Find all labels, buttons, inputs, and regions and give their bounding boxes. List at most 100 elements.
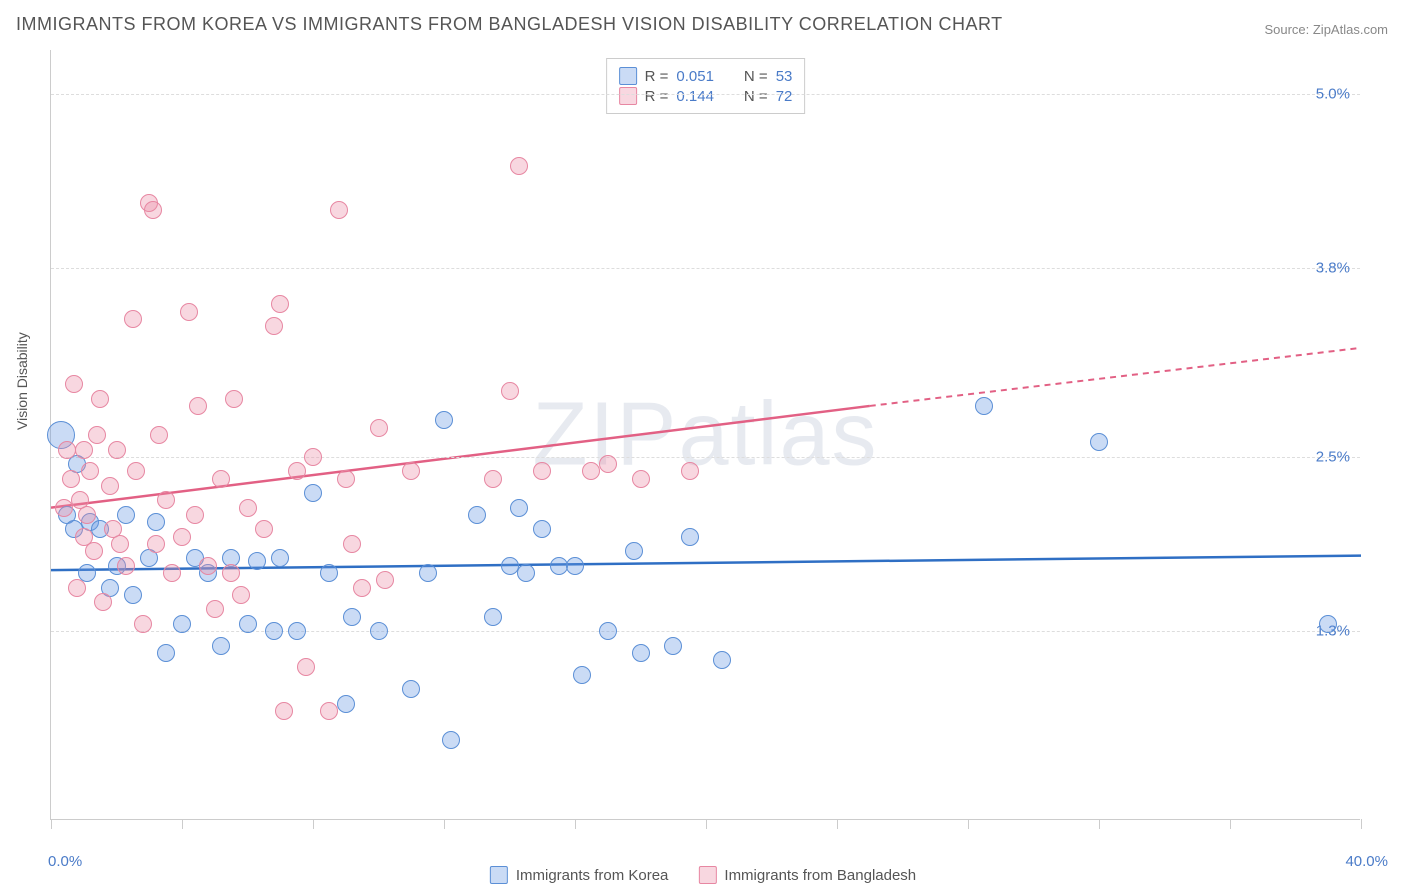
scatter-point [573, 666, 591, 684]
scatter-point [320, 564, 338, 582]
scatter-point [419, 564, 437, 582]
scatter-point [88, 426, 106, 444]
scatter-point [343, 608, 361, 626]
scatter-point [501, 557, 519, 575]
legend-n-value: 72 [776, 88, 793, 105]
scatter-point [173, 615, 191, 633]
x-tick [968, 819, 969, 829]
scatter-point [255, 520, 273, 538]
scatter-point [147, 535, 165, 553]
scatter-point [68, 579, 86, 597]
scatter-point [62, 470, 80, 488]
scatter-point [582, 462, 600, 480]
y-axis-label: Vision Disability [14, 332, 30, 430]
scatter-point [501, 382, 519, 400]
scatter-point [320, 702, 338, 720]
legend-r-value: 0.051 [676, 68, 714, 85]
stats-legend-row: R = 0.144 N = 72 [619, 87, 793, 105]
scatter-point [304, 484, 322, 502]
scatter-point [108, 441, 126, 459]
scatter-point [232, 586, 250, 604]
x-tick [1099, 819, 1100, 829]
scatter-point [533, 520, 551, 538]
series-legend: Immigrants from KoreaImmigrants from Ban… [490, 866, 916, 884]
scatter-point [550, 557, 568, 575]
x-tick [313, 819, 314, 829]
scatter-point [91, 390, 109, 408]
scatter-point [275, 702, 293, 720]
scatter-point [330, 201, 348, 219]
scatter-point [681, 462, 699, 480]
gridline [51, 457, 1360, 458]
scatter-point [343, 535, 361, 553]
scatter-point [975, 397, 993, 415]
chart-source: Source: ZipAtlas.com [1264, 22, 1388, 37]
scatter-point [157, 491, 175, 509]
scatter-point [58, 441, 76, 459]
legend-n-label: N = [744, 88, 768, 105]
legend-r-label: R = [645, 88, 669, 105]
correlation-chart: IMMIGRANTS FROM KOREA VS IMMIGRANTS FROM… [0, 0, 1406, 892]
scatter-point [566, 557, 584, 575]
scatter-point [265, 622, 283, 640]
scatter-point [101, 477, 119, 495]
scatter-point [78, 506, 96, 524]
scatter-point [337, 470, 355, 488]
gridline [51, 268, 1360, 269]
x-tick [1230, 819, 1231, 829]
scatter-point [150, 426, 168, 444]
scatter-point [632, 644, 650, 662]
series-legend-item: Immigrants from Korea [490, 866, 669, 884]
y-tick-label: 2.5% [1316, 448, 1350, 465]
x-tick [837, 819, 838, 829]
scatter-point [55, 499, 73, 517]
series-legend-label: Immigrants from Korea [516, 867, 669, 884]
scatter-point [510, 157, 528, 175]
scatter-point [212, 637, 230, 655]
scatter-point [199, 557, 217, 575]
scatter-point [468, 506, 486, 524]
scatter-point [599, 455, 617, 473]
x-tick [444, 819, 445, 829]
scatter-point [288, 462, 306, 480]
x-tick [575, 819, 576, 829]
scatter-point [599, 622, 617, 640]
scatter-point [117, 557, 135, 575]
legend-r-value: 0.144 [676, 88, 714, 105]
scatter-point [189, 397, 207, 415]
scatter-point [206, 600, 224, 618]
scatter-point [173, 528, 191, 546]
x-tick [1361, 819, 1362, 829]
chart-title: IMMIGRANTS FROM KOREA VS IMMIGRANTS FROM… [16, 14, 1003, 35]
scatter-point [212, 470, 230, 488]
scatter-point [337, 695, 355, 713]
scatter-point [681, 528, 699, 546]
scatter-point [248, 552, 266, 570]
scatter-point [265, 317, 283, 335]
trend-line-extrapolated [870, 348, 1361, 406]
legend-n-value: 53 [776, 68, 793, 85]
trend-lines-layer [51, 50, 1361, 820]
x-tick [51, 819, 52, 829]
scatter-point [117, 506, 135, 524]
legend-swatch [619, 67, 637, 85]
scatter-point [517, 564, 535, 582]
stats-legend: R =0.051N =53 R = 0.144 N = 72 [606, 58, 806, 114]
scatter-point [625, 542, 643, 560]
legend-swatch [619, 87, 637, 105]
scatter-point [402, 680, 420, 698]
scatter-point [81, 462, 99, 480]
scatter-point [124, 586, 142, 604]
scatter-point [1090, 433, 1108, 451]
scatter-point [288, 622, 306, 640]
legend-swatch [698, 866, 716, 884]
stats-legend-row: R =0.051N =53 [619, 67, 793, 85]
scatter-point [632, 470, 650, 488]
scatter-point [402, 462, 420, 480]
scatter-point [186, 506, 204, 524]
plot-area: ZIPatlas R =0.051N =53R =0.144N =72 1.3%… [50, 50, 1360, 820]
scatter-point [370, 622, 388, 640]
scatter-point [376, 571, 394, 589]
scatter-point [127, 462, 145, 480]
scatter-point [180, 303, 198, 321]
